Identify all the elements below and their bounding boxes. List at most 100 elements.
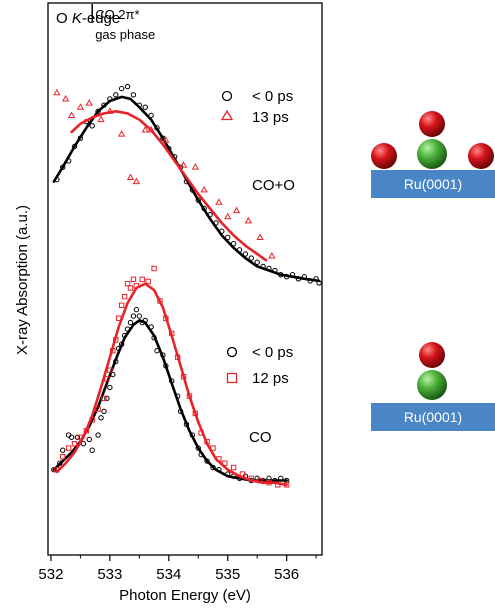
data-point <box>127 285 134 291</box>
data-point <box>278 475 284 482</box>
data-point <box>216 467 222 473</box>
oxygen-atom-left <box>371 143 397 169</box>
legend-text-before: < 0 ps <box>252 344 293 361</box>
x-tick-label: 532 <box>38 566 63 583</box>
data-point <box>104 395 110 402</box>
fit-line <box>70 110 268 262</box>
data-point <box>127 319 134 326</box>
data-point <box>162 136 170 143</box>
data-point <box>266 479 272 486</box>
data-point <box>201 205 207 212</box>
legend-co-o: < 0 ps 13 ps <box>220 88 293 126</box>
chart-marks <box>51 83 322 488</box>
data-point <box>130 276 137 283</box>
data-point <box>89 447 95 453</box>
data-point <box>207 212 213 218</box>
data-point <box>191 163 199 170</box>
data-point <box>248 255 254 261</box>
data-point <box>85 99 93 106</box>
data-point <box>256 233 264 240</box>
data-point <box>89 417 95 423</box>
reference-label-sub: gas phase <box>95 27 155 42</box>
data-point <box>242 251 249 257</box>
data-point <box>57 460 63 466</box>
data-point <box>316 280 322 286</box>
carbon-atom <box>417 139 447 169</box>
data-point <box>213 220 219 226</box>
data-point <box>124 83 131 90</box>
data-point <box>248 475 254 482</box>
data-point <box>113 92 119 98</box>
data-point <box>101 102 107 108</box>
data-point <box>283 274 290 280</box>
data-point <box>121 293 128 300</box>
panel-name-co: CO <box>249 429 272 446</box>
data-point <box>189 432 196 438</box>
data-point <box>124 280 131 287</box>
legend-marker-square <box>226 372 238 384</box>
data-point <box>216 456 222 462</box>
data-point <box>210 445 216 451</box>
data-point <box>86 436 92 443</box>
data-point <box>266 265 272 272</box>
data-point <box>157 298 163 304</box>
data-point <box>198 451 204 458</box>
data-point <box>136 313 143 319</box>
data-point <box>268 252 276 259</box>
data-point <box>136 102 143 108</box>
data-point <box>148 112 154 119</box>
data-point <box>195 197 201 203</box>
data-point <box>163 315 169 321</box>
fit-line <box>55 282 288 487</box>
data-point <box>51 467 57 473</box>
data-point <box>148 324 154 330</box>
substrate-ru <box>371 403 495 431</box>
data-point <box>160 352 166 358</box>
data-point <box>222 460 228 466</box>
data-point <box>77 434 84 440</box>
data-point <box>186 393 193 399</box>
data-point <box>95 406 101 412</box>
data-point <box>169 330 175 337</box>
data-point <box>313 276 319 282</box>
data-point <box>204 438 210 445</box>
legend-text-before: < 0 ps <box>252 88 293 105</box>
data-point <box>301 274 308 280</box>
data-point <box>118 341 125 347</box>
data-point <box>89 123 95 129</box>
oxygen-atom-top <box>419 342 445 368</box>
legend-text-after: 13 ps <box>252 109 289 126</box>
data-point <box>236 247 243 253</box>
data-point <box>71 441 78 447</box>
data-point <box>110 371 116 378</box>
legend-marker-circle <box>221 90 233 102</box>
x-tick-label: 535 <box>215 566 240 583</box>
data-point <box>215 198 223 205</box>
data-point <box>101 408 107 414</box>
data-point <box>254 259 260 265</box>
x-tick-label: 534 <box>156 566 181 583</box>
data-point <box>98 415 104 421</box>
data-point <box>142 317 148 324</box>
data-point <box>204 458 210 464</box>
data-point <box>67 111 76 118</box>
data-point <box>133 306 140 313</box>
data-point <box>54 467 60 473</box>
data-point <box>239 471 246 477</box>
carbon-atom <box>417 370 447 400</box>
data-point <box>95 432 101 438</box>
data-point <box>147 125 155 133</box>
series-co-after <box>54 265 290 488</box>
data-point <box>278 271 284 278</box>
data-point <box>104 376 110 382</box>
data-point <box>83 428 90 434</box>
data-point <box>180 373 187 380</box>
x-axis-title: Photon Energy (eV) <box>119 587 251 604</box>
data-point <box>151 265 157 272</box>
legend-marker-triangle <box>220 109 234 121</box>
series-co-o-after <box>53 88 276 262</box>
data-point <box>60 447 66 453</box>
data-point <box>116 315 122 321</box>
data-point <box>130 313 137 319</box>
